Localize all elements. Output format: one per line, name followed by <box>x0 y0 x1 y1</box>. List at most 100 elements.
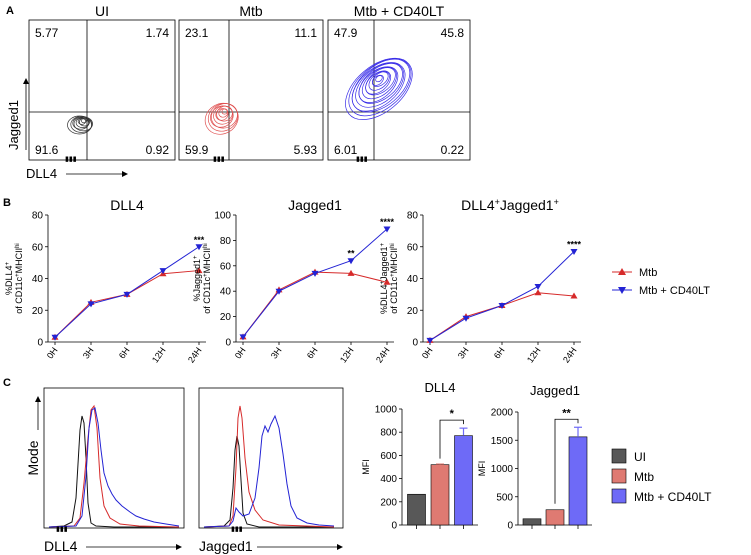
flow-y-arrowhead <box>23 78 29 84</box>
legend-label-mtb: Mtb <box>639 267 657 279</box>
histogram-frame <box>198 387 344 529</box>
panel-label-c: C <box>3 377 11 389</box>
flow-plot-title: Mtb <box>239 3 263 19</box>
contour-ring <box>81 118 87 124</box>
significance-marker: **** <box>380 217 395 227</box>
contour-ring <box>345 57 413 120</box>
significance-marker: *** <box>194 235 205 245</box>
significance-bracket <box>554 418 579 504</box>
data-point <box>383 226 391 233</box>
axis-ticks-mark: ▮▮▮ <box>356 156 368 163</box>
legend-swatch-cd40lt <box>611 488 627 504</box>
data-point <box>195 267 203 274</box>
legend-marker-cd40lt <box>618 287 626 294</box>
chart-title: DLL4+Jagged1+ <box>461 197 559 213</box>
chart-title: DLL4 <box>110 197 144 213</box>
contour-ring <box>375 75 383 83</box>
legend-swatch-mtb <box>611 468 627 484</box>
y-axis-label: MFI <box>361 459 371 475</box>
y-tick-label: 20 <box>220 312 232 323</box>
bar <box>545 509 565 526</box>
contour-cluster <box>345 57 413 120</box>
data-point <box>426 337 434 344</box>
flow-plot-ui: UI 5.77 1.74 91.6 0.92 ▮▮▮ <box>28 3 176 163</box>
y-tick-label: 40 <box>407 274 419 285</box>
y-axis-label: MFI <box>477 461 487 477</box>
series-line <box>242 271 388 338</box>
axis-ticks-mark: ▮▮▮ <box>231 526 243 533</box>
y-tick-label: 0 <box>507 521 513 532</box>
bar-chart-dll4-mfi: DLL4 MFI 0 200 400 600 800 1000 * <box>361 380 478 532</box>
legend-label-ui: UI <box>634 450 646 464</box>
histogram-curve-cd40lt <box>48 407 180 528</box>
contour-cluster <box>67 115 93 135</box>
contour-ring <box>79 117 90 127</box>
data-point <box>347 269 355 276</box>
axis-ticks-mark: ▮▮▮ <box>213 156 225 163</box>
contour-ring <box>371 74 384 86</box>
significance-marker: **** <box>567 240 582 250</box>
x-tick-label: 6H <box>117 345 132 360</box>
y-tick-label: 600 <box>380 451 397 462</box>
contour-ring <box>368 71 390 91</box>
contour-ring <box>77 118 87 125</box>
x-tick-label: 24H <box>561 345 579 364</box>
y-axis-label: %Jagged1+of CD11c+MHCIIhi <box>192 243 212 314</box>
significance-marker: ** <box>562 407 571 419</box>
data-point <box>239 334 247 341</box>
series-line <box>242 228 388 338</box>
y-tick-label: 100 <box>214 211 231 222</box>
legend-label-cd40lt: Mtb + CD40LT <box>634 490 712 504</box>
contour-ring <box>351 62 406 112</box>
y-axis-label: %DLL4+of CD11c+MHCIIhi <box>4 243 24 314</box>
y-tick-label: 80 <box>407 211 419 222</box>
legend-marker-mtb <box>618 268 626 275</box>
histogram-x-axis-label-dll4: DLL4 <box>44 538 78 554</box>
x-tick-label: 6H <box>305 345 320 360</box>
data-point <box>51 334 59 341</box>
flow-y-axis-label: Jagged1 <box>6 100 21 150</box>
flow-plot-frame <box>178 19 324 161</box>
quadrant-ul: 5.77 <box>35 26 59 40</box>
histogram-y-arrowhead <box>35 396 41 402</box>
y-tick-label: 80 <box>220 236 232 247</box>
flow-plot-mtb: Mtb 23.1 11.1 59.9 5.93 ▮▮▮ <box>178 3 324 163</box>
contour-ring <box>355 62 405 108</box>
y-axis-label: %DLL4+Jagged1+of CD11c+MHCIIhi <box>379 242 399 314</box>
histogram-curve-cd40lt <box>203 414 335 528</box>
significance-marker: * <box>450 408 455 420</box>
y-tick-label: 60 <box>407 242 419 253</box>
flow-plot-frame <box>327 19 471 161</box>
data-point <box>570 249 578 256</box>
contour-ring <box>211 103 238 129</box>
series-line <box>429 292 575 341</box>
y-tick-label: 0 <box>37 338 43 349</box>
contour-ring <box>358 66 399 103</box>
y-tick-label: 200 <box>380 497 397 508</box>
x-tick-label: 24H <box>374 345 392 364</box>
quadrant-ul: 23.1 <box>185 26 209 40</box>
histogram-curve-ui <box>48 415 179 528</box>
line-chart-double-positive: DLL4+Jagged1+ %DLL4+Jagged1+of CD11c+MHCI… <box>379 197 581 365</box>
data-point <box>534 283 542 290</box>
axis-ticks-mark: ▮▮▮ <box>65 156 77 163</box>
y-tick-label: 40 <box>220 287 232 298</box>
quadrant-ul: 47.9 <box>334 26 358 40</box>
x-tick-label: 24H <box>186 345 204 364</box>
quadrant-ur: 11.1 <box>295 26 318 40</box>
histogram-frame <box>43 387 185 529</box>
time-course-panel: DLL4 %DLL4+of CD11c+MHCIIhi 0 20 40 60 80 0H 3H 6… <box>4 197 710 365</box>
line-chart-dll4: DLL4 %DLL4+of CD11c+MHCIIhi 0 20 40 60 80 0H 3H 6… <box>4 197 206 365</box>
legend-label-mtb: Mtb <box>634 470 654 484</box>
y-tick-label: 20 <box>407 306 419 317</box>
y-tick-label: 80 <box>32 211 44 222</box>
data-point <box>383 278 391 285</box>
histogram-curve-mtb <box>203 405 335 528</box>
contour-ring <box>70 116 93 133</box>
flow-plot-mtb-cd40lt: Mtb + CD40LT 47.9 45.8 6.01 0.22 ▮▮▮ <box>327 3 471 163</box>
chart-title: DLL4 <box>424 380 455 395</box>
data-point <box>498 302 506 309</box>
bar <box>430 464 450 526</box>
bar <box>522 518 542 526</box>
legend-bar-charts: UI Mtb Mtb + CD40LT <box>611 448 712 504</box>
